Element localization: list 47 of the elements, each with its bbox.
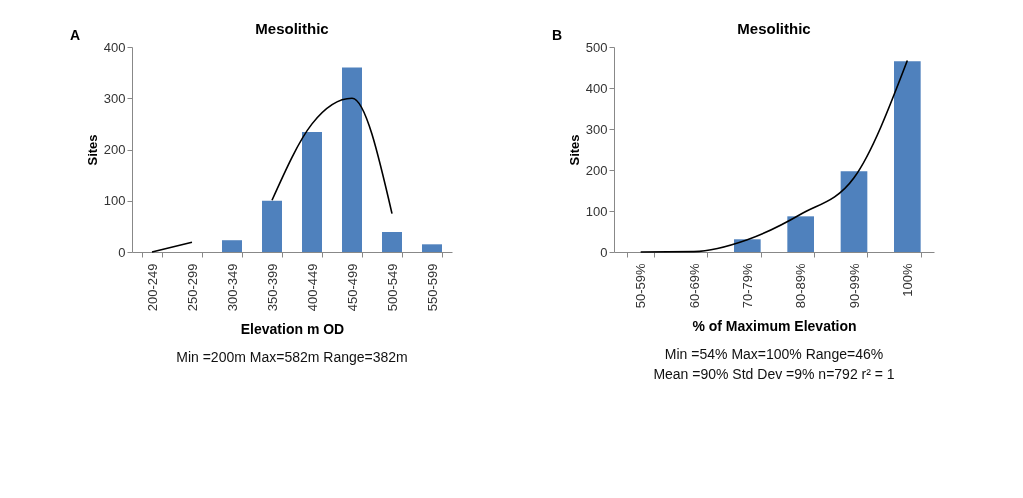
x-tick-label: 450-499 (344, 263, 360, 312)
text: Mean =90% Std Dev =9% n=792 r² = 1 (653, 366, 895, 382)
y-axis-title: Sites (84, 134, 100, 166)
bar (840, 171, 868, 252)
text: A (70, 27, 81, 43)
x-tick-label: 90-99% (846, 263, 862, 309)
y-tick-label: 0 (600, 244, 608, 260)
x-tick-label: 100% (899, 263, 915, 297)
x-tick-label: 60-69% (686, 263, 702, 309)
chart-title: Mesolithic (255, 20, 329, 37)
x-axis-title: Elevation m OD (240, 321, 345, 338)
bar (894, 61, 921, 252)
bar (262, 200, 282, 252)
text: Min =54% Max=100% Range=46% (664, 346, 884, 362)
x-tick-label: 550-599 (424, 263, 440, 312)
x-tick-label: 250-299 (184, 263, 200, 312)
x-tick-label: 300-349 (224, 263, 240, 312)
bar (382, 232, 402, 252)
chart-title: Mesolithic (737, 20, 811, 37)
y-tick-label: 200 (103, 142, 126, 157)
bar (422, 244, 442, 252)
text: B (552, 27, 563, 43)
y-tick-label: 100 (103, 193, 126, 209)
y-axis-title: Sites (566, 134, 582, 166)
bar (734, 239, 761, 252)
bar (302, 132, 322, 252)
bar (342, 67, 362, 252)
y-tick-label: 500 (585, 39, 608, 55)
x-tick-label: 70-79% (739, 263, 755, 309)
text: Min =200m Max=582m Range=382m (176, 349, 408, 365)
y-tick-label: 0 (118, 244, 126, 260)
y-tick-label: 400 (585, 80, 608, 96)
x-axis-title: % of Maximum Elevation (692, 318, 857, 335)
bar (787, 216, 814, 252)
line-series (639, 59, 909, 253)
y-tick-label: 100 (585, 203, 608, 219)
y-tick-label: 400 (103, 39, 126, 55)
y-tick-label: 300 (103, 90, 126, 106)
x-tick-label: 200-249 (144, 263, 160, 312)
x-tick-label: 350-399 (264, 263, 280, 312)
x-tick-label: 500-549 (384, 263, 400, 312)
y-tick-label: 200 (585, 162, 608, 178)
y-tick-label: 300 (585, 121, 608, 137)
x-tick-label: 400-449 (304, 263, 320, 312)
x-tick-label: 50-59% (633, 263, 649, 309)
x-tick-label: 80-89% (793, 263, 809, 309)
bar (222, 240, 242, 252)
